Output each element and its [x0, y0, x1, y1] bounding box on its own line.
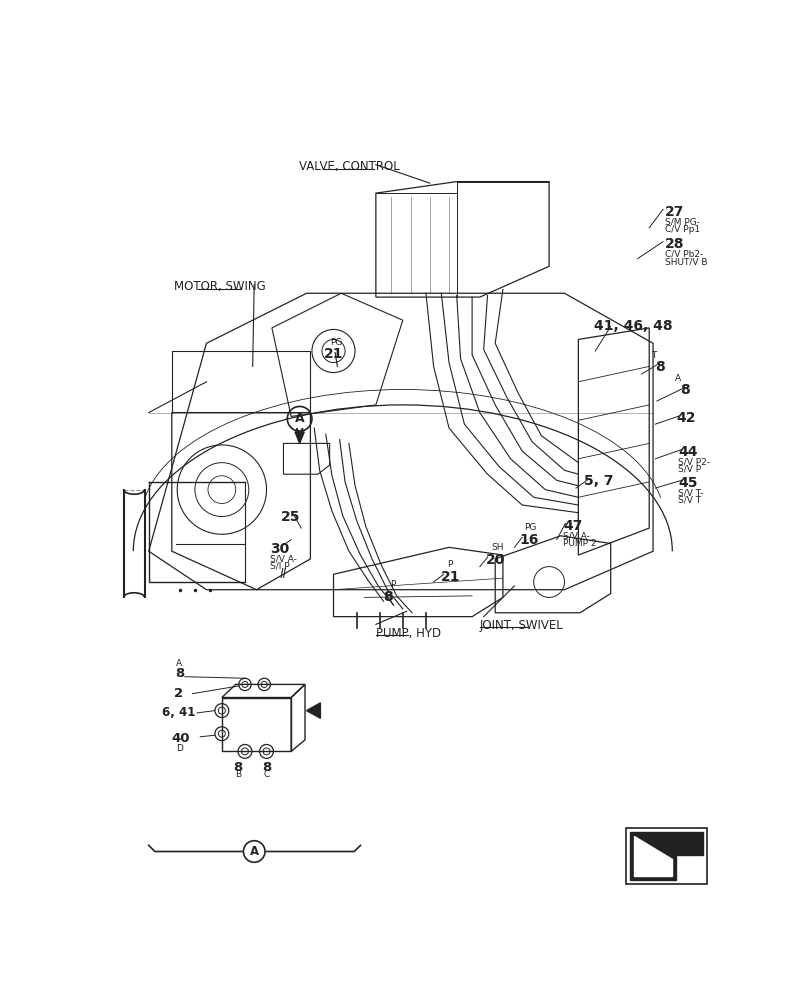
Text: S/V A-: S/V A-: [270, 554, 297, 563]
Text: SH: SH: [491, 544, 503, 552]
Text: PG: PG: [524, 523, 536, 532]
Text: A: A: [175, 659, 181, 668]
Text: 25: 25: [281, 510, 300, 524]
Polygon shape: [306, 703, 320, 718]
Text: 21: 21: [441, 570, 460, 584]
Text: VALVE, CONTROL: VALVE, CONTROL: [298, 160, 399, 173]
Text: 8: 8: [175, 667, 185, 680]
Text: 30: 30: [270, 542, 289, 556]
Polygon shape: [633, 836, 671, 876]
Polygon shape: [630, 832, 703, 880]
Text: PUMP, HYD: PUMP, HYD: [375, 627, 440, 640]
Text: 2: 2: [174, 687, 183, 700]
Text: D: D: [175, 744, 182, 753]
Text: 8: 8: [679, 383, 689, 397]
Text: PUMP 2: PUMP 2: [562, 539, 596, 548]
Text: A: A: [675, 374, 681, 383]
Text: 8: 8: [654, 360, 664, 374]
Text: C/V Pb2-: C/V Pb2-: [664, 249, 702, 258]
Text: 8: 8: [262, 761, 271, 774]
Text: ll: ll: [279, 568, 287, 581]
Text: 41, 46, 48: 41, 46, 48: [593, 319, 671, 333]
Text: 42: 42: [675, 411, 695, 425]
Bar: [626, 828, 706, 884]
Text: 44: 44: [678, 445, 697, 459]
Text: 45: 45: [678, 476, 697, 490]
Text: 5, 7: 5, 7: [583, 474, 613, 488]
Text: C: C: [263, 770, 269, 779]
Text: 47: 47: [562, 519, 581, 533]
Text: S/I P: S/I P: [270, 562, 290, 571]
Text: S/V P: S/V P: [678, 465, 701, 474]
Text: 6, 41: 6, 41: [161, 706, 195, 719]
Text: S/V T-: S/V T-: [678, 488, 703, 497]
Text: 16: 16: [520, 533, 539, 547]
Text: MOTOR, SWING: MOTOR, SWING: [173, 280, 265, 293]
Text: 28: 28: [664, 237, 683, 251]
Text: P: P: [447, 560, 452, 569]
Text: P: P: [389, 580, 394, 589]
Text: 27: 27: [664, 205, 683, 219]
Text: S/V T: S/V T: [678, 496, 701, 505]
Text: T: T: [650, 351, 655, 360]
Text: PG: PG: [329, 338, 341, 347]
Text: B: B: [234, 770, 241, 779]
Text: 8: 8: [383, 590, 393, 604]
Text: A: A: [249, 845, 259, 858]
Text: 21: 21: [323, 347, 343, 361]
Text: S/V A-: S/V A-: [562, 531, 589, 540]
Text: S/V P2-: S/V P2-: [678, 457, 710, 466]
Text: 20: 20: [485, 553, 505, 567]
Text: SHUT/V B: SHUT/V B: [664, 257, 706, 266]
Text: C/V Pp1: C/V Pp1: [664, 225, 699, 234]
Text: 40: 40: [172, 732, 190, 745]
Text: JOINT, SWIVEL: JOINT, SWIVEL: [479, 619, 563, 632]
Text: S/M PG-: S/M PG-: [664, 217, 699, 226]
Text: A: A: [295, 412, 304, 425]
Polygon shape: [295, 432, 304, 443]
Text: 8: 8: [233, 761, 243, 774]
